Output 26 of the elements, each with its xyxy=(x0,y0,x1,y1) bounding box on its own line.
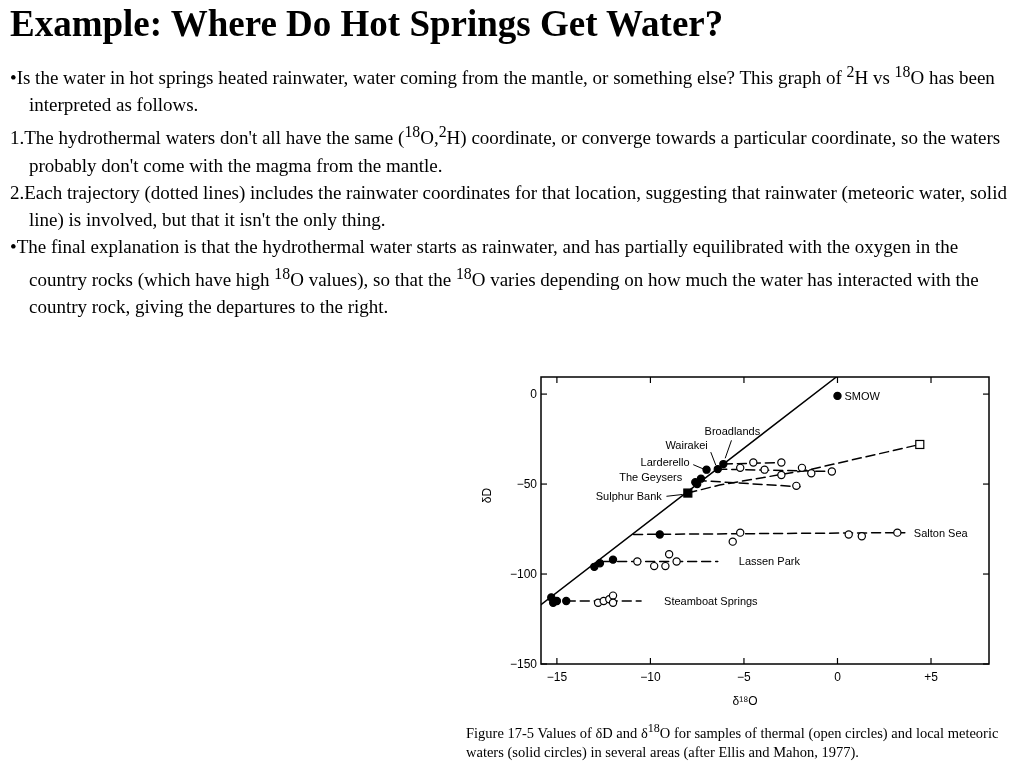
annotation: Broadlands xyxy=(704,425,761,438)
annotation: Sulphur Bank xyxy=(595,490,663,503)
text: 2.Each trajectory (dotted lines) includes the rainwater coordinates for that location, suggesting that rainwater (meteoric water, solid line) is involved, but that it isn't the only thing. xyxy=(10,180,1008,232)
caption: Figure 17-5 Values of δD and δ$^{18}$O for samples of thermal (open circles) and local meteoric waters (solid circles) in several areas (after Ellis and Mahon, 1977). xyxy=(466,720,1000,762)
x-tick-label: 0 xyxy=(834,670,842,684)
annotation: Larderello xyxy=(640,455,690,468)
annotation: Salton Sea xyxy=(913,526,969,539)
x-tick-label: +5 xyxy=(924,670,939,684)
x-tick-label: −15 xyxy=(546,670,568,684)
y-axis-title: δD xyxy=(480,487,494,504)
x-tick-label: −5 xyxy=(737,670,752,684)
x-axis-title: δ¹⁸O xyxy=(732,694,758,708)
y-tick-label: −100 xyxy=(509,567,538,582)
y-tick-label: −150 xyxy=(509,657,538,671)
text: •The final explanation is that the hydrothermal water starts as rainwater, and has partially equilibrated with the oxygen in the country rocks (which have high $^{18}$O values), so that the $^{18}$O varies depending on how much the water has interacted with the country rock, giving the departures to the right. xyxy=(10,235,979,317)
chart-title: Example: Where Do Hot Springs Get Water? xyxy=(10,2,724,45)
annotation: The Geysers xyxy=(619,471,683,484)
annotation: Steamboat Springs xyxy=(664,595,759,608)
x-tick-label: −10 xyxy=(640,670,661,684)
annotation: Wairakei xyxy=(665,439,708,452)
y-tick-label: −50 xyxy=(516,477,538,492)
text: 1.The hydrothermal waters don't all have the same ($^{18}$O,$^{2}$H) coordinate, or converge towards a particular coordinate, so the waters probably don't come with the magma from the mantle. xyxy=(10,122,1002,178)
annotation: Lassen Park xyxy=(738,555,801,568)
annotation: SMOW xyxy=(844,389,881,402)
text: •Is the water in hot springs heated rainwater, water coming from the mantle, or something else? This graph of $^{2}$H vs $^{18}$O has been interpreted as follows. xyxy=(10,63,995,116)
y-tick-label: 0 xyxy=(530,387,538,402)
